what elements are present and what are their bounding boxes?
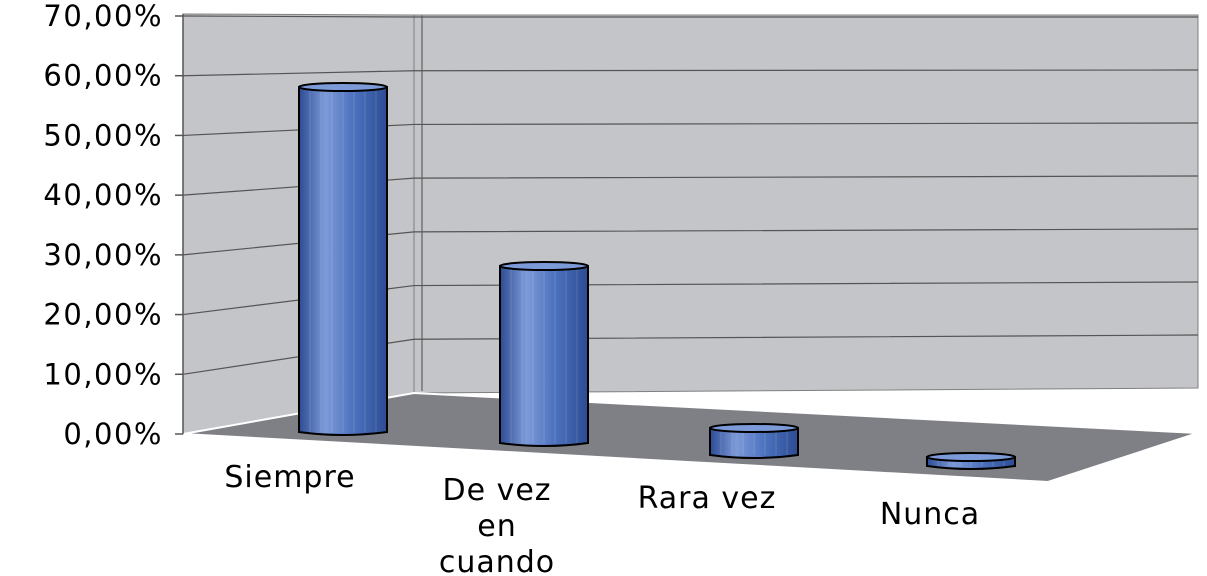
x-axis-categories: Siempre De vez en cuando Rara vez Nunca (224, 460, 980, 576)
x-category-label-line: Siempre (224, 460, 355, 495)
x-category-label: De vez en cuando (439, 473, 555, 576)
y-tick-label: 70,00% (43, 0, 163, 33)
bar-top (709, 423, 799, 433)
gridline (182, 122, 1199, 137)
x-category-label: Rara vez (638, 481, 777, 516)
x-category-label-line: Rara vez (638, 481, 777, 516)
gridline (182, 69, 1199, 77)
bar (298, 82, 388, 436)
x-category-label-line: De vez (442, 473, 551, 508)
gridline (182, 175, 1199, 196)
bar (499, 261, 589, 447)
y-tick-label: 30,00% (43, 238, 163, 272)
y-tick-label: 10,00% (43, 357, 163, 391)
y-axis-ticks: 0,00% 10,00% 20,00% 30,00% 40,00% 50,00% 60,00… (43, 0, 163, 451)
bar-body (709, 427, 799, 459)
bar (926, 452, 1016, 470)
x-category-label-line: cuando (439, 545, 555, 576)
y-tick-label: 20,00% (43, 298, 163, 332)
gridlines (175, 14, 1199, 435)
x-category-label-line: Nunca (880, 497, 980, 532)
x-category-label: Siempre (224, 460, 355, 495)
y-tick-label: 50,00% (43, 118, 163, 152)
gridline (182, 334, 1199, 375)
y-tick-label: 60,00% (43, 59, 163, 93)
x-category-label-line: en (477, 509, 516, 544)
bars (298, 82, 1016, 470)
gridline (182, 15, 1198, 18)
bar-top (499, 261, 589, 271)
bar-body (499, 265, 589, 447)
x-category-label: Nunca (880, 497, 980, 532)
bar-top (298, 82, 388, 92)
bar-body (298, 86, 388, 436)
y-tick-label: 0,00% (63, 417, 163, 451)
gridline (182, 228, 1199, 256)
bar-top (926, 452, 1016, 462)
y-tick-label: 40,00% (43, 178, 163, 212)
bar (709, 423, 799, 459)
gridline (182, 281, 1199, 316)
